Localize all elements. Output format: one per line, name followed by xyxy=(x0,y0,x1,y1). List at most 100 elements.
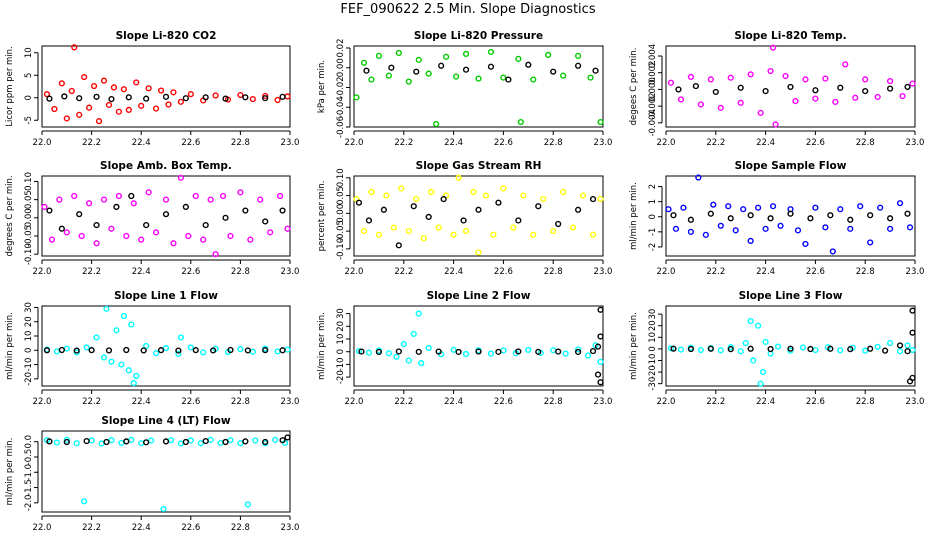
x-tick-label: 22.0 xyxy=(657,397,676,407)
data-point xyxy=(440,196,447,203)
data-point xyxy=(574,348,582,356)
y-tick-label: 0.004 xyxy=(648,44,658,68)
x-tick-label: 22.0 xyxy=(33,267,52,277)
data-point xyxy=(692,82,699,90)
data-point xyxy=(470,188,477,196)
y-tick-label: -10 xyxy=(24,358,34,372)
x-tick-label: 22.4 xyxy=(756,397,775,407)
x-tick-label: 22.0 xyxy=(345,267,364,277)
data-point xyxy=(103,305,110,312)
data-point xyxy=(717,104,724,111)
data-point xyxy=(63,115,70,122)
data-point xyxy=(594,371,602,378)
data-point xyxy=(413,196,420,203)
data-point xyxy=(909,80,916,87)
x-tick-label: 22.2 xyxy=(82,523,101,533)
data-point xyxy=(185,232,192,240)
data-point xyxy=(46,438,53,445)
data-point xyxy=(63,345,70,352)
data-point xyxy=(385,72,392,79)
data-point xyxy=(81,73,88,81)
data-point xyxy=(717,222,724,229)
data-point xyxy=(177,98,184,105)
data-point xyxy=(487,350,495,357)
x-tick-label: 22.8 xyxy=(856,138,875,148)
data-point xyxy=(210,347,217,354)
data-point xyxy=(123,438,130,445)
y-tick-label: 0.0 xyxy=(24,435,34,449)
data-point xyxy=(43,91,51,98)
y-tick-label: 20 xyxy=(648,320,658,331)
x-tick-label: 22.8 xyxy=(231,523,250,533)
data-point xyxy=(896,348,904,355)
data-point xyxy=(710,201,717,208)
data-point xyxy=(100,354,108,361)
data-point xyxy=(574,62,582,69)
x-tick-label: 22.6 xyxy=(806,138,825,148)
data-point xyxy=(515,217,522,224)
x-tick-label: 22.0 xyxy=(657,267,676,277)
data-point xyxy=(695,174,702,181)
data-point xyxy=(410,203,417,210)
data-point xyxy=(108,225,115,232)
data-point xyxy=(874,343,881,350)
data-point xyxy=(222,95,229,102)
plot-frame xyxy=(41,430,291,513)
x-tick-label: 22.2 xyxy=(394,138,413,148)
plot-frame xyxy=(665,45,916,128)
y-tick-label: -30 xyxy=(648,377,658,391)
data-point xyxy=(148,437,155,444)
x-tick-label: 22.0 xyxy=(345,397,364,407)
data-point xyxy=(574,52,582,59)
data-point xyxy=(747,237,754,245)
y-axis-title: ml/min per min. xyxy=(317,312,327,380)
data-point xyxy=(886,85,894,92)
data-point xyxy=(842,61,849,68)
y-tick-label: 0 xyxy=(336,349,346,354)
y-axis-title: Licor ppm per min. xyxy=(5,46,15,127)
y-tick-label: 10 xyxy=(24,47,34,58)
data-point xyxy=(162,345,170,352)
data-point xyxy=(762,225,769,232)
data-point xyxy=(420,235,427,242)
y-tick-label: -0.06 xyxy=(336,116,346,138)
data-point xyxy=(589,231,597,238)
data-point xyxy=(747,71,754,78)
data-point xyxy=(812,204,819,211)
data-point xyxy=(702,231,709,238)
x-tick-label: 22.8 xyxy=(231,397,250,407)
data-point xyxy=(425,344,432,352)
data-point xyxy=(757,109,764,116)
data-point xyxy=(433,120,440,128)
data-point xyxy=(747,317,754,325)
data-point xyxy=(63,229,70,236)
data-point xyxy=(165,101,172,108)
panel-title: Slope Sample Flow xyxy=(735,160,847,172)
data-point xyxy=(395,348,402,355)
data-point xyxy=(555,220,562,228)
x-tick-label: 23.0 xyxy=(594,138,613,148)
y-tick-label: 0.002 xyxy=(648,61,658,85)
y-tick-label: 0 xyxy=(24,348,34,353)
data-point xyxy=(68,87,75,95)
data-point xyxy=(832,98,839,106)
data-point xyxy=(182,95,189,102)
data-point xyxy=(867,239,874,246)
panel-6: Slope Sample Flow 22.0 22.2 22.4 22.6 22.8 23.… xyxy=(629,160,924,277)
data-point xyxy=(123,346,130,354)
y-axis-title: degrees C per min. xyxy=(5,175,15,256)
data-point xyxy=(162,438,170,445)
data-point xyxy=(697,101,704,108)
plot-frame xyxy=(41,305,291,387)
data-point xyxy=(455,348,462,356)
data-point xyxy=(550,347,557,354)
data-point xyxy=(777,222,784,229)
data-point xyxy=(375,231,383,238)
data-point xyxy=(862,76,869,83)
y-tick-label: 10 xyxy=(24,331,34,342)
data-point xyxy=(767,67,774,75)
y-axis-title: ml/min per min. xyxy=(5,312,15,380)
data-point xyxy=(837,206,844,213)
data-point xyxy=(597,306,604,313)
data-point xyxy=(187,437,194,444)
